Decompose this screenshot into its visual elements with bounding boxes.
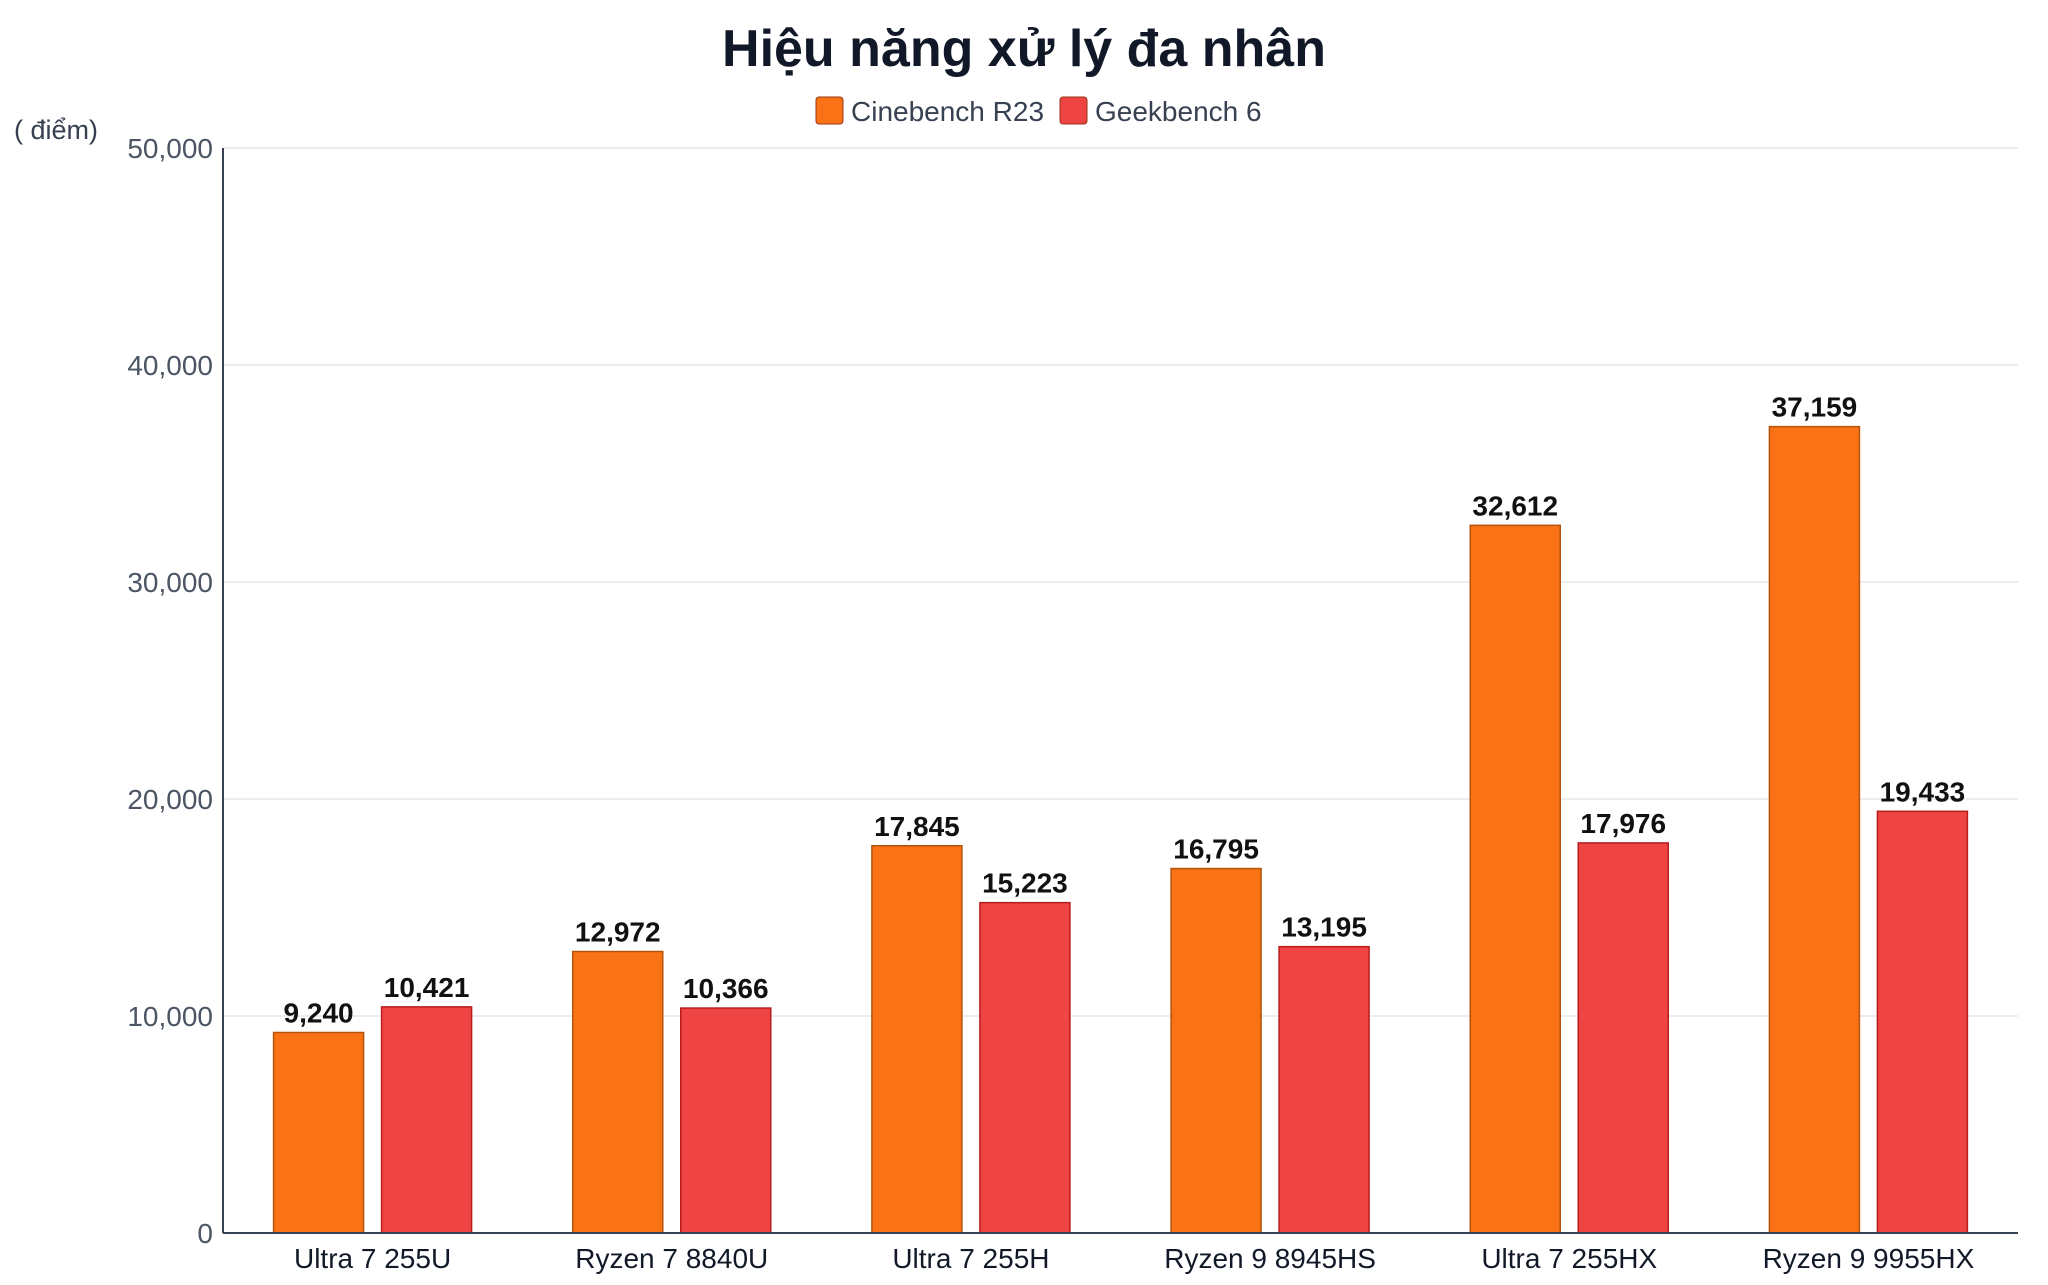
chart-title: Hiệu năng xử lý đa nhân (722, 20, 1326, 78)
y-tick-label: 0 (197, 1218, 213, 1249)
x-tick-label: Ryzen 9 9955HX (1763, 1243, 1975, 1274)
y-axis-ticks: 0 10,000 20,000 30,000 40,000 50,000 (127, 133, 213, 1249)
value-labels: 9,240 10,421 12,972 10,366 17,845 15,223 16,79… (284, 392, 1966, 1029)
y-axis-unit-label: ( điểm) (14, 115, 98, 145)
y-tick-label: 20,000 (127, 784, 213, 815)
axes (222, 148, 2018, 1234)
bars (272, 425, 1969, 1234)
value-label: 10,421 (384, 972, 470, 1003)
bar-cinebench-1 (572, 950, 664, 1234)
bar-geekbench-2 (979, 901, 1071, 1234)
value-label: 19,433 (1880, 776, 1966, 807)
bar-cinebench-0 (272, 1031, 365, 1234)
legend-label-1: Cinebench R23 (851, 96, 1044, 127)
value-label: 37,159 (1772, 392, 1858, 423)
bar-geekbench-4 (1577, 842, 1669, 1234)
value-label: 9,240 (284, 997, 354, 1028)
value-label: 15,223 (982, 868, 1068, 899)
value-label: 13,195 (1281, 912, 1367, 943)
y-tick-label: 50,000 (127, 133, 213, 164)
x-tick-label: Ultra 7 255HX (1481, 1243, 1657, 1274)
bar-geekbench-3 (1278, 945, 1370, 1234)
y-tick-label: 30,000 (127, 567, 213, 598)
x-tick-label: Ultra 7 255H (892, 1243, 1049, 1274)
bar-geekbench-5 (1876, 810, 1969, 1234)
legend-swatch-2 (1059, 96, 1088, 125)
bar-geekbench-1 (680, 1007, 772, 1234)
bar-cinebench-3 (1170, 867, 1262, 1234)
x-tick-label: Ryzen 7 8840U (575, 1243, 768, 1274)
x-tick-label: Ultra 7 255U (294, 1243, 451, 1274)
value-label: 10,366 (683, 973, 769, 1004)
gridlines (223, 147, 2018, 1017)
bar-geekbench-0 (380, 1006, 473, 1234)
y-tick-label: 40,000 (127, 350, 213, 381)
value-label: 17,976 (1580, 808, 1666, 839)
x-axis-ticks: Ultra 7 255U Ryzen 7 8840U Ultra 7 255H Ryz… (294, 1243, 1975, 1274)
value-label: 17,845 (874, 811, 960, 842)
y-tick-label: 10,000 (127, 1001, 213, 1032)
value-label: 12,972 (575, 917, 661, 948)
bar-cinebench-5 (1768, 425, 1861, 1234)
value-label: 16,795 (1173, 834, 1259, 865)
legend-label-2: Geekbench 6 (1095, 96, 1262, 127)
bar-cinebench-2 (871, 845, 963, 1234)
legend-swatch-1 (815, 96, 844, 125)
x-tick-label: Ryzen 9 8945HS (1164, 1243, 1376, 1274)
legend: Cinebench R23 Geekbench 6 (815, 96, 1262, 127)
value-label: 32,612 (1472, 490, 1558, 521)
bar-cinebench-4 (1469, 524, 1561, 1234)
